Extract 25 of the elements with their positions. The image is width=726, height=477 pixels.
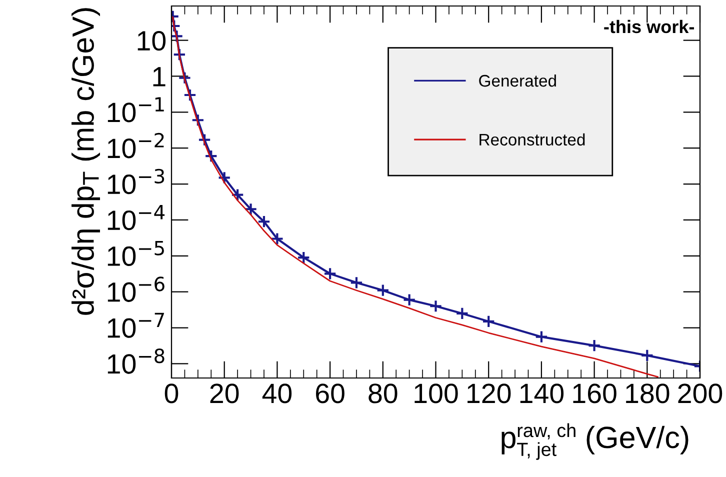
y-tick-label: 10$^{−2}$ (108, 132, 164, 158)
x-tick-label: 80 (368, 384, 398, 404)
y-tick-label: 10$^{−8}$ (108, 348, 164, 374)
x-tick-label: 40 (262, 384, 292, 404)
y-tick-label: 10$^{−7}$ (108, 312, 164, 338)
x-tick-label: 20 (210, 384, 239, 404)
x-tick-label: 180 (626, 384, 670, 404)
x-tick-label: 100 (414, 384, 458, 404)
y-tick-label: 10$^{−4}$ (108, 205, 165, 230)
y-tick-label: 10 (138, 30, 166, 51)
x-tick-label: 0 (164, 384, 178, 404)
x-tick-label: 60 (316, 384, 344, 404)
y-tick-label: 10$^{−3}$ (108, 168, 164, 194)
legend-label: Reconstructed (480, 133, 585, 146)
x-tick-label: 140 (520, 384, 564, 404)
y-axis-title: d²σ/dη dp$_{T}$ (mb c/GeV) (72, 8, 100, 315)
y-tick-label: 10$^{−5}$ (108, 240, 164, 266)
legend-label: Generated (479, 74, 556, 87)
x-tick-label: 200 (678, 384, 722, 404)
x-tick-label: 120 (468, 384, 511, 404)
y-tick-label: 10$^{−1}$ (108, 97, 164, 122)
x-tick-label: 160 (573, 384, 616, 404)
y-tick-label: 1 (153, 67, 166, 86)
y-tick-label: 10$^{−6}$ (108, 276, 164, 302)
annotation: -this work- (604, 20, 694, 34)
